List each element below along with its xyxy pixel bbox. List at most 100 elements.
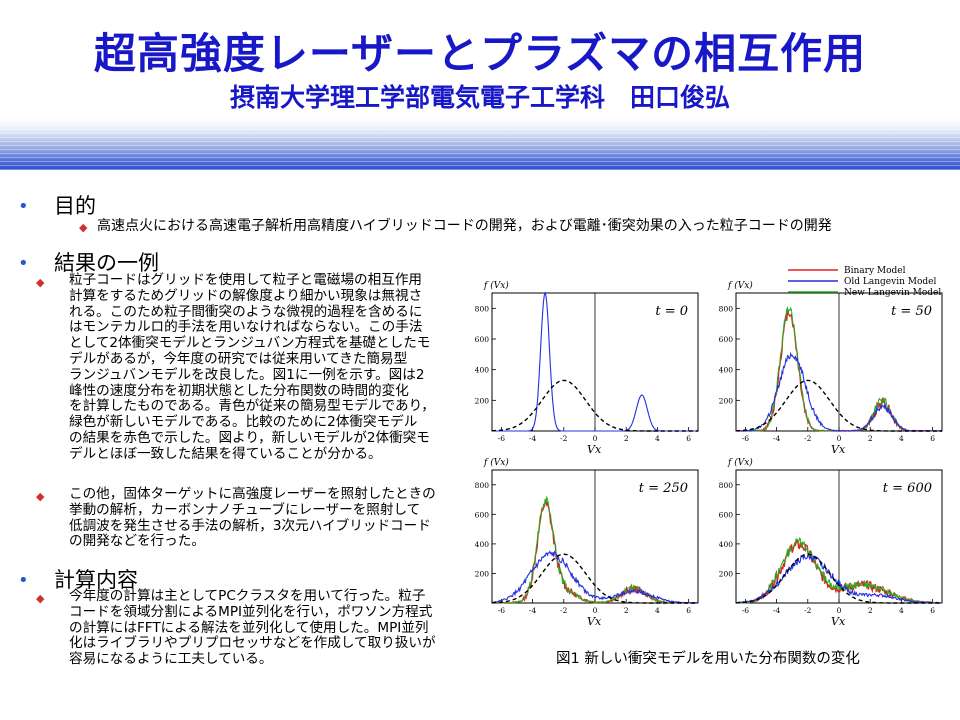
x-tick-label: -4 [773,606,781,615]
old-langevin-curve [491,550,699,604]
y-axis-label: f (Vx) [483,280,509,291]
figure-caption: 図1 新しい衝突モデルを用いた分布関数の変化 [556,651,860,667]
x-tick-label: 0 [837,606,842,615]
text-line: の開発などを行った。 [69,533,205,550]
panel-time-label: t = 0 [655,304,688,319]
text-line: 計算をするためグリッドの解像度より細かい現象は無視さ [69,287,423,304]
text-line: 容易になるように工夫している。 [69,651,273,668]
y-tick-label: 400 [475,540,490,549]
y-axis-label: f (Vx) [727,280,753,291]
x-tick-label: -2 [804,606,812,615]
purpose-text: 高速点火における高速電子解析用高精度ハイブリッドコードの開発，および電離･衝突効… [97,218,832,234]
results-paragraph-1: 粒子コードはグリッドを使用して粒子と電磁場の相互作用 計算をするためグリッドの解… [69,272,435,463]
text-line: れる。このため粒子間衝突のような微視的過程を含めるに [69,303,423,320]
x-tick-label: -6 [742,434,750,443]
y-tick-label: 800 [475,481,490,490]
y-tick-label: 200 [475,569,490,578]
y-tick-label: 800 [719,304,734,313]
text-line: はモンテカルロ的手法を用いなければならない。この手法 [69,319,423,336]
text-line: 今年度の計算は主としてPCクラスタを用いて行った。粒子 [69,588,426,604]
y-tick-label: 400 [475,366,490,375]
section-heading-results: 結果の一例 [54,251,159,275]
y-tick-label: 600 [475,335,490,344]
panel-time-label: t = 50 [891,304,932,319]
initial-distribution-curve [491,379,698,432]
y-tick-label: 800 [719,481,734,490]
x-tick-label: 2 [624,434,629,443]
initial-distribution-curve [736,553,942,604]
y-tick-label: 600 [719,510,734,519]
x-tick-label: -2 [804,434,812,443]
initial-distribution-curve [735,379,942,432]
text-line: 化はライブラリやプリプロセッサなどを作成して取り扱いが [69,635,436,652]
x-tick-label: 6 [930,606,935,615]
x-tick-label: 2 [868,434,873,443]
diamond-bullet-icon: ◆ [36,490,45,503]
y-axis-label: f (Vx) [483,457,509,468]
slide-title: 超高強度レーザーとプラズマの相互作用 [93,29,867,78]
text-line: の結果を赤色で示した。図より，新しいモデルが2体衝突モ [69,429,430,446]
x-tick-label: -4 [529,434,537,443]
x-tick-label: -4 [773,434,781,443]
text-line: 峰性の速度分布を初期状態とした分布関数の時間的変化 [69,382,409,399]
y-tick-label: 200 [475,396,490,405]
panel-time-label: t = 600 [883,481,932,496]
text-line: デルがあるが，今年度の研究では従来用いてきた簡易型 [69,350,408,367]
x-tick-label: -2 [560,606,568,615]
header-gradient-band [0,118,960,170]
slide-header: 超高強度レーザーとプラズマの相互作用 摂南大学理工学部電気電子工学科 田口俊弘 [0,0,960,118]
x-tick-label: 4 [655,434,660,443]
x-tick-label: 6 [930,434,935,443]
x-tick-label: 4 [655,606,660,615]
x-tick-label: 2 [868,606,873,615]
x-tick-label: 0 [593,606,598,615]
legend-entry: New Langevin Model [844,288,941,298]
distribution-function-figure: -6 -4 -2 0 2 4 6 200 400 600 800 f (Vx) Vx t = 0 -6 -4-… [470,265,960,640]
text-line: この他，固体ターゲットに高強度レーザーを照射したときの [69,486,436,502]
x-axis-label: Vx [831,443,846,456]
x-tick-label: -6 [742,606,750,615]
text-line: ランジュバンモデルを改良した。図1に一例を示す。図は2 [69,366,425,383]
text-line: 粒子コードはグリッドを使用して粒子と電磁場の相互作用 [69,272,423,288]
x-tick-label: -6 [498,434,506,443]
section-heading-computation: 計算内容 [54,568,138,592]
x-tick-label: 4 [899,434,904,443]
text-line: コードを領域分割によるMPI並列化を行い，ポワソン方程式 [69,603,433,620]
slide-subtitle: 摂南大学理工学部電気電子工学科 田口俊弘 [229,83,730,112]
x-tick-label: 0 [593,434,598,443]
x-tick-label: 6 [686,434,691,443]
results-paragraph-2: この他，固体ターゲットに高強度レーザーを照射したときの 挙動の解析，カーボンナノ… [69,486,436,550]
y-tick-label: 600 [475,510,490,519]
x-tick-label: 2 [624,606,629,615]
text-line: として2体衝突モデルとランジュバン方程式を基礎としたモ [69,335,431,352]
panel-time-label: t = 250 [639,481,688,496]
x-tick-label: 6 [686,606,691,615]
y-axis-label: f (Vx) [727,457,753,468]
x-tick-label: -6 [498,606,506,615]
legend-entry: Old Langevin Model [844,277,936,287]
y-tick-label: 200 [719,396,734,405]
text-line: 挙動の解析，カーボンナノチューブにレーザーを照射して [69,501,421,518]
x-tick-label: -2 [560,434,568,443]
text-line: 低調波を発生させる手法の解析，3次元ハイブリッドコード [69,517,431,534]
y-tick-label: 400 [719,540,734,549]
x-tick-label: 4 [899,606,904,615]
diamond-bullet-icon: ◆ [79,221,88,234]
initial-distribution-curve [492,553,698,604]
y-tick-label: 800 [475,304,490,313]
text-line: 緑色が新しいモデルである。比較のために2体衝突モデル [69,414,418,431]
text-line: を計算したものである。青色が従来の簡易型モデルであり， [69,398,435,415]
x-tick-label: 0 [837,434,842,443]
computation-paragraph: 今年度の計算は主としてPCクラスタを用いて行った。粒子 コードを領域分割によるM… [69,588,436,668]
section-bullet-icon: • [18,196,29,217]
x-axis-label: Vx [831,615,846,628]
diamond-bullet-icon: ◆ [36,592,45,605]
y-tick-label: 400 [719,366,734,375]
text-line: デルとほぼ一致した結果を得ていることが分かる。 [69,445,382,462]
text-line: の計算にはFFTによる解法を並列化して使用した。MPI並列 [69,619,429,636]
x-axis-label: Vx [587,615,602,628]
section-heading-purpose: 目的 [54,194,96,218]
x-axis-label: Vx [587,443,602,456]
section-bullet-icon: • [18,253,29,274]
